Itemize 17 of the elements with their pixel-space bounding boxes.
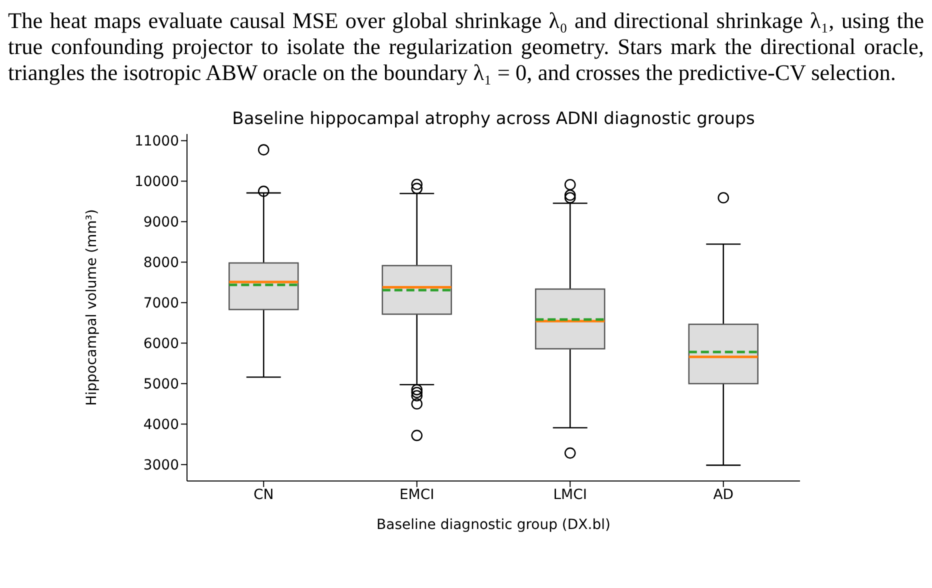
y-tick-label: 4000 <box>143 417 179 434</box>
y-axis-title: Hippocampal volume (mm³) <box>84 209 100 406</box>
x-tick-label: EMCI <box>399 486 434 503</box>
y-tick-label: 9000 <box>143 214 179 231</box>
x-tick-label: AD <box>713 486 734 503</box>
chart-title: Baseline hippocampal atrophy across ADNI diagnostic groups <box>232 109 755 129</box>
x-axis-title: Baseline diagnostic group (DX.bl) <box>376 517 610 533</box>
y-tick-label: 5000 <box>143 376 179 393</box>
y-tick-label: 3000 <box>143 458 179 474</box>
y-tick-label: 7000 <box>143 296 179 312</box>
text: The heat maps evaluate causal MSE over global shrinkage λ₀ and directional shrinkage λ₁, using the true confounding projector to isolate the regularization geometry. Stars mark the directional oracle, triangles the isotropic ABW oracle on the boundary λ₁ = 0, and crosses the predictive-CV selection. <box>8 8 924 86</box>
x-tick-label: LMCI <box>553 486 588 503</box>
x-tick-label: CN <box>254 486 274 503</box>
y-tick-label: 8000 <box>143 255 179 272</box>
y-tick-label: 6000 <box>143 336 179 352</box>
y-tick-label: 10000 <box>134 174 179 190</box>
y-tick-label: 11000 <box>134 134 179 150</box>
